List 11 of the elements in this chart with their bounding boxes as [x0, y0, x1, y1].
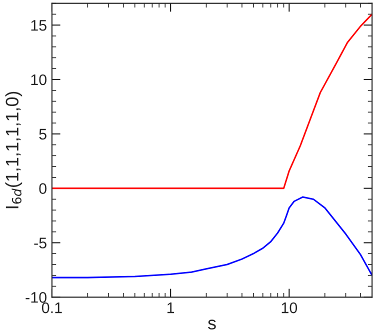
- y-axis-title: I$_{6d}$(1,1,1,1,1,0): [5, 92, 22, 208]
- y-tick-label: 5: [39, 128, 46, 140]
- y-tick-label: -5: [34, 238, 46, 248]
- y-tick-label: -10: [26, 292, 46, 303]
- x-tick-label: 0.1: [42, 302, 62, 314]
- x-axis-title: s: [208, 320, 216, 330]
- y-tick-label: 0: [39, 183, 46, 194]
- y-tick-label: 10: [31, 74, 46, 86]
- y-tick-label: 15: [31, 20, 46, 31]
- x-tick-label: 1: [167, 302, 174, 314]
- x-tick-label: 10: [282, 302, 298, 314]
